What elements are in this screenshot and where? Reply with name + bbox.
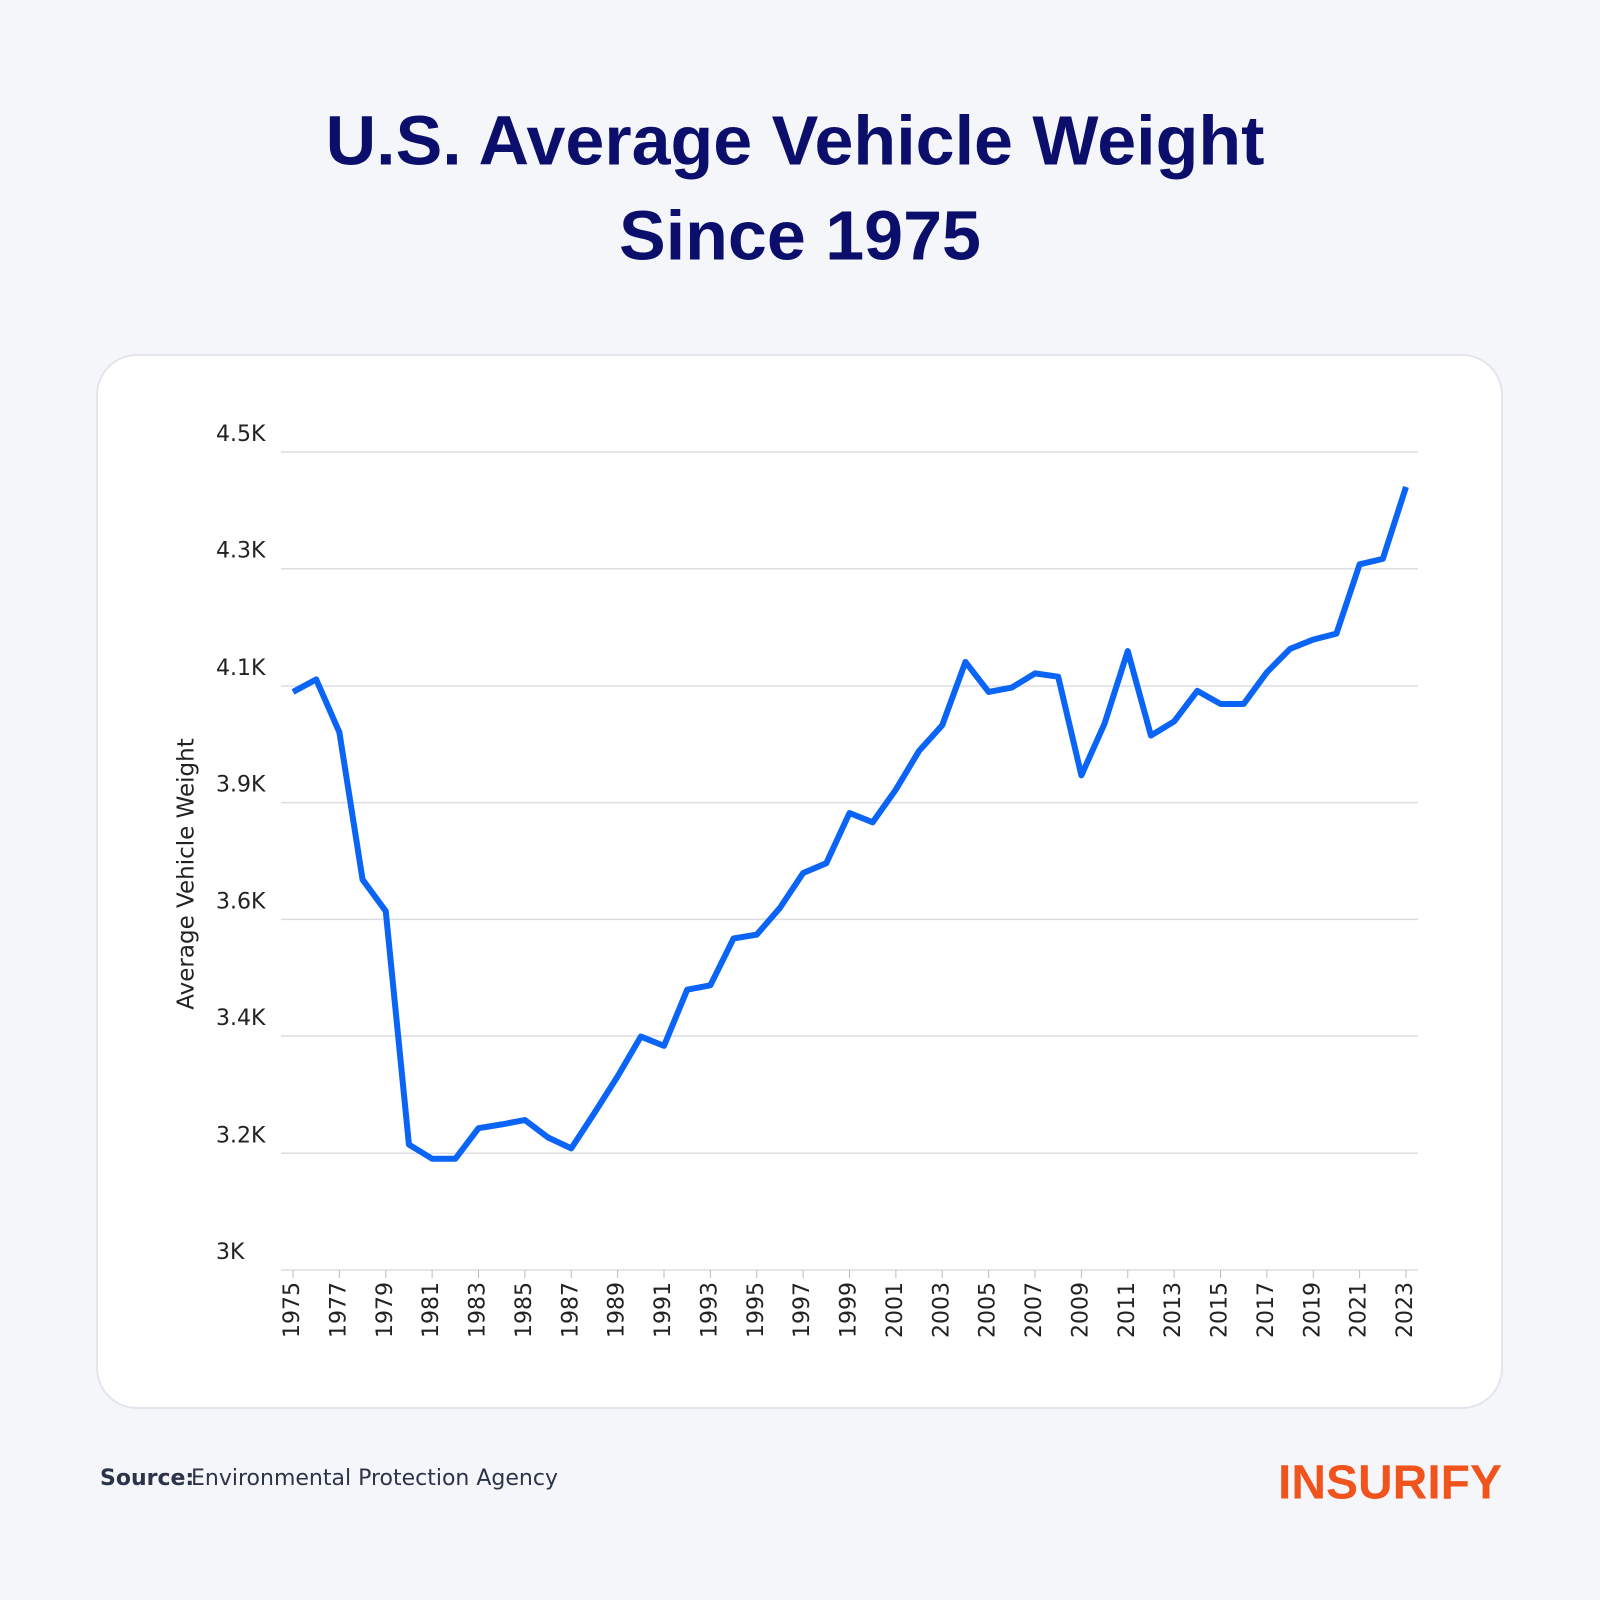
x-tick-label: 2023 [1393,1282,1418,1338]
x-tick-label: 2003 [929,1282,954,1338]
x-tick-label: 1991 [651,1282,676,1338]
y-tick-label: 4.5K [216,422,266,447]
x-tick-label: 2011 [1115,1282,1140,1338]
x-tick-label: 2007 [1022,1282,1047,1338]
data-line [291,485,1409,1162]
x-tick-label: 1989 [605,1282,630,1338]
y-tick-label: 4.1K [216,656,266,681]
x-tick-label: 1997 [790,1282,815,1338]
y-tick-label: 3.6K [216,889,266,914]
source-label: Source: [100,1466,194,1491]
x-tick-label: 2019 [1300,1282,1325,1338]
x-tick-label: 1975 [280,1282,305,1338]
x-tick-label: 2015 [1208,1282,1233,1338]
source: Environmental Protection Agency [191,1466,558,1491]
x-tick-label: 2009 [1068,1282,1093,1338]
y-tick-label: 3.2K [216,1123,266,1148]
x-tick-label: 1999 [837,1282,862,1338]
x-tick-label: 2013 [1161,1282,1186,1338]
y-tick-label: 3K [216,1240,245,1265]
x-tick-label: 1983 [466,1282,491,1338]
x-tick-label: 1987 [558,1282,583,1338]
y-tick-label: 3.9K [216,773,266,798]
logo: INSURIFY [1278,1457,1502,1510]
x-tick-label: 2017 [1254,1282,1279,1338]
x-tick-label: 2021 [1347,1282,1372,1338]
y-axis-label: Average Vehicle Weight [174,738,200,1009]
y-tick-label: 3.4K [216,1006,266,1031]
y-tick-label: 4.3K [216,539,266,564]
x-tick-label: 1995 [744,1282,769,1338]
x-tick-label: 1979 [373,1282,398,1338]
x-tick-label: 1985 [512,1282,537,1338]
x-tick-label: 2005 [976,1282,1001,1338]
chart-title: Since 1975 [619,196,981,274]
chart-title: U.S. Average Vehicle Weight [326,101,1265,179]
x-tick-label: 1981 [419,1282,444,1338]
x-tick-label: 1993 [697,1282,722,1338]
x-tick-label: 1977 [326,1282,351,1338]
x-tick-label: 2001 [883,1282,908,1338]
